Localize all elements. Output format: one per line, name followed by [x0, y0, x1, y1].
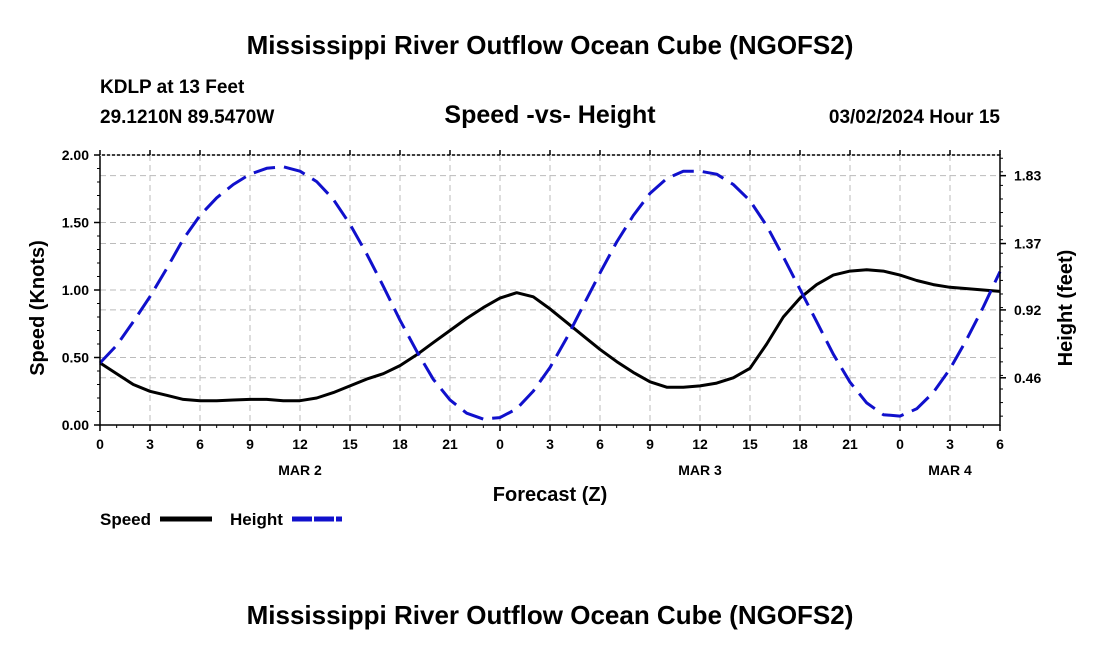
x-tick-label: 9	[646, 436, 654, 452]
x-tick-label: 15	[742, 436, 758, 452]
x-tick-label: 6	[996, 436, 1004, 452]
legend-label-speed: Speed	[100, 510, 151, 529]
x-date-label: MAR 2	[278, 462, 322, 478]
x-tick-label: 3	[546, 436, 554, 452]
chart-title: Mississippi River Outflow Ocean Cube (NG…	[246, 30, 854, 60]
forecast-datetime: 03/02/2024 Hour 15	[828, 107, 1000, 128]
x-tick-label: 12	[292, 436, 308, 452]
legend-label-height: Height	[230, 510, 283, 529]
speed-series-line	[99, 268, 1001, 403]
y-tick-label: 1.50	[62, 215, 89, 231]
y2-tick-label: 0.46	[1014, 370, 1041, 386]
x-tick-label: 21	[442, 436, 458, 452]
x-tick-label: 18	[792, 436, 808, 452]
x-tick-label: 0	[496, 436, 504, 452]
x-tick-label: 12	[692, 436, 708, 452]
x-tick-label: 3	[946, 436, 954, 452]
bottom-title: Mississippi River Outflow Ocean Cube (NG…	[246, 600, 854, 630]
station-coordinates: 29.1210N 89.5470W	[100, 107, 275, 128]
station-name: KDLP at 13 Feet	[100, 77, 245, 98]
y-axis-title: Speed (Knots)	[27, 240, 49, 376]
height-series-line	[98, 165, 1002, 421]
x-tick-label: 15	[342, 436, 358, 452]
x-tick-label: 21	[842, 436, 858, 452]
y-tick-label: 0.50	[62, 350, 89, 366]
x-tick-label: 0	[896, 436, 904, 452]
y2-tick-label: 1.83	[1014, 168, 1041, 184]
y2-tick-label: 1.37	[1014, 236, 1041, 252]
y2-axis-title: Height (feet)	[1055, 250, 1077, 367]
x-date-label: MAR 3	[678, 462, 722, 478]
x-tick-label: 18	[392, 436, 408, 452]
x-axis-title: Forecast (Z)	[493, 484, 607, 506]
x-date-label: MAR 4	[928, 462, 972, 478]
x-tick-label: 6	[196, 436, 204, 452]
x-tick-label: 6	[596, 436, 604, 452]
y2-tick-label: 0.92	[1014, 302, 1041, 318]
x-tick-label: 0	[96, 436, 104, 452]
x-tick-label: 3	[146, 436, 154, 452]
y-tick-label: 2.00	[62, 147, 89, 163]
y-tick-label: 0.00	[62, 417, 89, 433]
y-tick-label: 1.00	[62, 282, 89, 298]
x-tick-label: 9	[246, 436, 254, 452]
chart-subtitle: Speed -vs- Height	[444, 101, 656, 129]
